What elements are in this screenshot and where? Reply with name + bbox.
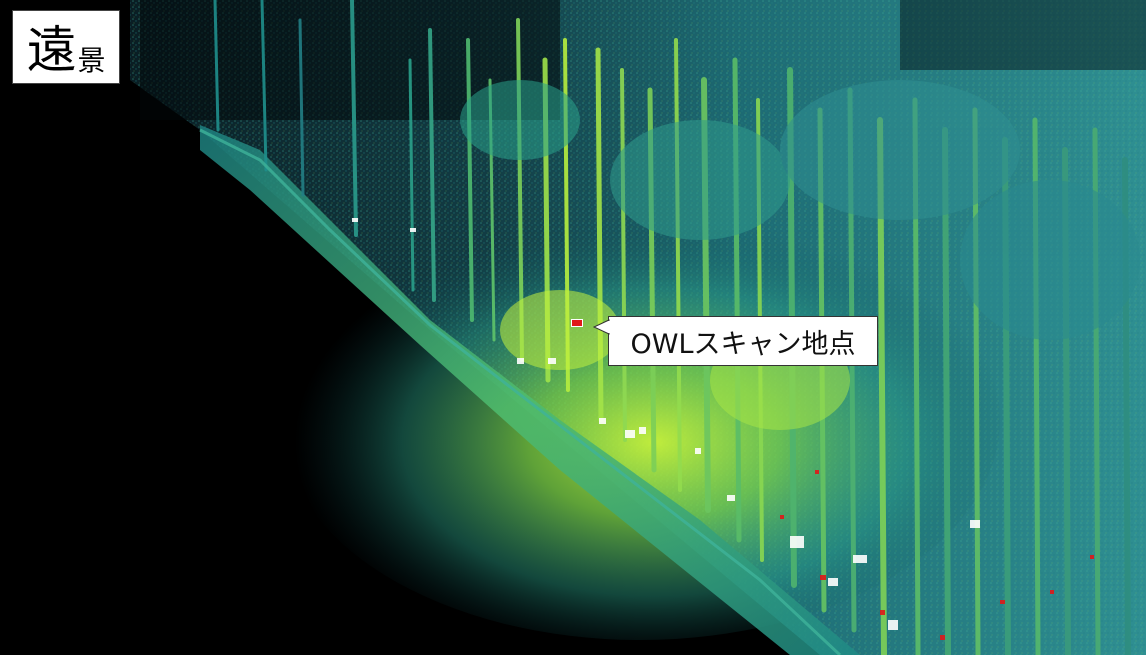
callout-text: OWLスキャン地点 [630, 328, 856, 360]
scan-point-callout: OWLスキャン地点 [608, 316, 878, 366]
view-label-small: 景 [77, 44, 106, 77]
callout-pointer [592, 319, 610, 335]
scan-point-marker [571, 319, 583, 327]
view-label: 遠景 [12, 10, 120, 84]
view-label-large: 遠 [26, 21, 77, 79]
